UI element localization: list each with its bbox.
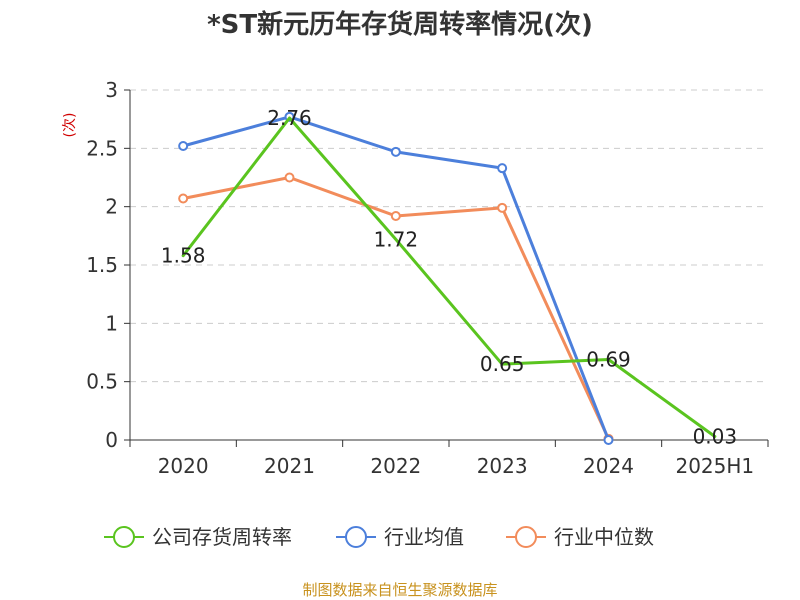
x-tick-label: 2021 xyxy=(264,454,315,478)
data-label: 1.72 xyxy=(374,227,419,251)
data-label: 0.69 xyxy=(586,348,631,372)
data-label: 1.58 xyxy=(161,244,206,268)
x-tick-label: 2023 xyxy=(477,454,528,478)
series-1-point-0 xyxy=(178,141,189,151)
y-axis-unit-label: (次) xyxy=(62,113,78,138)
legend-item-0: 公司存货周转率 xyxy=(104,525,292,549)
series-1-point-3 xyxy=(497,163,508,174)
series-layer xyxy=(178,111,717,445)
axes: 0 0.5 1 1.5 2 2.5 3 2020 2021 2022 2023 2024 2025H1 xyxy=(86,78,769,478)
y-tick-label: 3 xyxy=(105,78,118,102)
series-2-point-1 xyxy=(284,172,295,183)
y-tick-label: 2 xyxy=(105,195,118,219)
x-tick-label: 2022 xyxy=(370,454,421,478)
y-tick-label: 0.5 xyxy=(86,370,118,394)
source-note: 制图数据来自恒生聚源数据库 xyxy=(302,581,497,599)
legend-swatch-marker xyxy=(515,526,537,548)
y-tick-label: 0 xyxy=(105,428,118,452)
legend-swatch-marker xyxy=(113,526,135,548)
series-line-0 xyxy=(181,116,717,438)
series-1-point-2 xyxy=(390,146,401,157)
y-tick-label: 1 xyxy=(105,311,118,335)
data-label: 0.03 xyxy=(693,425,738,449)
legend-label: 行业中位数 xyxy=(554,525,654,549)
series-1-point-4 xyxy=(603,435,614,445)
legend: 公司存货周转率 行业均值 行业中位数 xyxy=(104,525,654,549)
series-2-point-0 xyxy=(178,193,189,204)
series-2-point-3 xyxy=(497,202,508,213)
x-tick-label: 2024 xyxy=(583,454,634,478)
data-labels: 1.58 2.76 1.72 0.65 0.69 0.03 xyxy=(161,106,737,449)
chart-title: *ST新元历年存货周转率情况(次) xyxy=(207,9,593,40)
series-2-point-2 xyxy=(390,211,401,221)
legend-label: 公司存货周转率 xyxy=(152,525,292,549)
legend-item-1: 行业均值 xyxy=(336,525,464,549)
y-tick-label: 1.5 xyxy=(86,253,118,277)
x-tick-label: 2025H1 xyxy=(675,454,754,478)
legend-item-2: 行业中位数 xyxy=(506,525,654,549)
data-label: 0.65 xyxy=(480,352,525,376)
y-tick-label: 2.5 xyxy=(86,136,118,160)
x-tick-label: 2020 xyxy=(158,454,209,478)
legend-swatch-marker xyxy=(345,526,367,548)
grid xyxy=(130,89,768,383)
series-line-1 xyxy=(181,115,610,442)
legend-label: 行业均值 xyxy=(384,525,464,549)
data-label: 2.76 xyxy=(267,106,312,130)
